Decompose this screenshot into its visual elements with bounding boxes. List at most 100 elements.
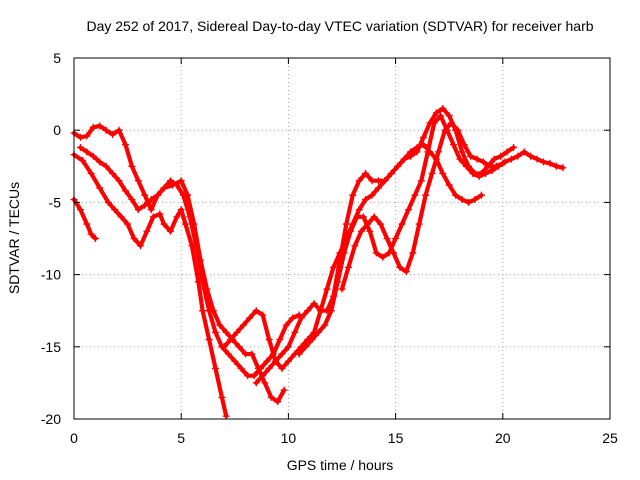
data-point [329, 263, 337, 271]
data-point [115, 177, 123, 185]
data-point [357, 227, 365, 235]
data-point [124, 220, 132, 228]
data-point [368, 191, 376, 199]
y-tick-label: 0 [53, 122, 61, 138]
data-point [278, 350, 286, 358]
data-point [351, 242, 359, 250]
data-point [437, 112, 445, 120]
data-point [475, 172, 483, 180]
data-point [246, 314, 254, 322]
data-point [492, 162, 500, 170]
data-point [480, 158, 488, 166]
data-point [482, 170, 490, 178]
data-point [160, 220, 168, 228]
data-point [199, 278, 207, 286]
data-point [546, 159, 554, 167]
data-point [181, 220, 189, 228]
data-point [89, 152, 97, 160]
series-series-7 [295, 112, 567, 358]
data-point [460, 141, 468, 149]
data-point [173, 213, 181, 221]
data-point [102, 126, 110, 134]
data-point [149, 213, 157, 221]
data-point [109, 170, 117, 178]
data-point [278, 364, 286, 372]
data-point [289, 314, 297, 322]
data-point [452, 191, 460, 199]
data-point [96, 122, 104, 130]
data-point [471, 196, 479, 204]
x-tick-label: 25 [602, 430, 618, 446]
data-point [76, 206, 84, 214]
data-point [130, 235, 138, 242]
data-point [218, 393, 226, 401]
data-point [160, 184, 168, 192]
data-point [510, 144, 518, 152]
data-point [497, 152, 505, 160]
y-tick-label: -20 [41, 411, 61, 427]
data-point [212, 364, 220, 372]
data-point [372, 249, 380, 257]
data-point [392, 235, 400, 242]
data-point [291, 328, 299, 336]
data-point [445, 181, 453, 189]
data-point [224, 350, 232, 358]
data-point [121, 141, 129, 149]
x-axis-label: GPS time / hours [287, 457, 394, 473]
data-point [143, 227, 151, 235]
data-point [404, 206, 412, 214]
data-point [342, 220, 350, 228]
data-point [216, 321, 224, 329]
data-point [490, 155, 498, 163]
data-point [177, 206, 185, 214]
data-point [445, 112, 453, 120]
data-point [338, 285, 346, 293]
data-point [456, 155, 464, 163]
data-point [381, 177, 389, 185]
data-point [434, 148, 442, 156]
data-point [327, 307, 335, 315]
data-point [179, 191, 187, 199]
y-tick-label: -5 [49, 194, 62, 210]
ticks [73, 57, 611, 420]
data-point [156, 210, 164, 218]
data-point [379, 253, 387, 261]
data-point [134, 206, 142, 214]
data-point [166, 227, 174, 235]
data-point [96, 184, 104, 192]
data-point [428, 170, 436, 178]
data-point [252, 307, 260, 315]
x-tick-label: 15 [388, 430, 404, 446]
data-point [473, 155, 481, 163]
data-point [263, 357, 271, 365]
data-point [552, 162, 560, 170]
data-point [308, 336, 316, 344]
data-point [83, 220, 91, 228]
data-point [467, 152, 475, 160]
data-point [458, 196, 466, 204]
data-point [366, 227, 374, 235]
x-tick-labels: 0 5 10 15 20 25 [70, 430, 618, 446]
data-point [469, 170, 477, 178]
data-point [173, 181, 181, 189]
data-point [304, 307, 312, 315]
data-point [220, 343, 228, 351]
data-point [227, 336, 235, 344]
data-point [424, 148, 432, 156]
data-point [394, 162, 402, 170]
data-point [398, 220, 406, 228]
data-point [302, 343, 310, 351]
data-point [274, 398, 282, 406]
data-point [284, 343, 292, 351]
data-point [261, 379, 269, 387]
data-point [272, 357, 280, 365]
data-point [334, 278, 342, 286]
series-series-4 [76, 144, 303, 380]
data-point [439, 170, 447, 178]
data-point [486, 162, 494, 170]
data-point [355, 206, 363, 214]
data-point [458, 148, 466, 156]
data-point [128, 162, 136, 170]
data-point [121, 187, 129, 195]
data-point [102, 162, 110, 170]
